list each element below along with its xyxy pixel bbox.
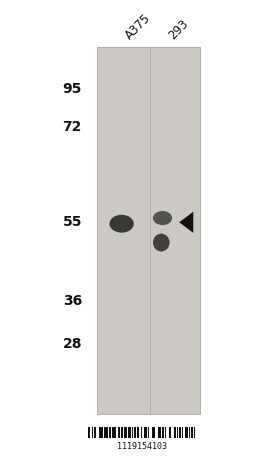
Bar [97, 47, 200, 414]
Bar [191, 427, 193, 438]
Text: 72: 72 [62, 120, 82, 134]
Bar [189, 427, 190, 438]
Bar [182, 427, 183, 438]
Ellipse shape [153, 211, 172, 225]
Bar [144, 427, 147, 438]
Bar [94, 427, 96, 438]
Bar [177, 427, 178, 438]
Bar [132, 427, 133, 438]
Bar [134, 427, 136, 438]
Bar [152, 427, 155, 438]
Bar [179, 427, 181, 438]
Bar [162, 427, 164, 438]
Bar [148, 427, 149, 438]
Bar [99, 427, 103, 438]
Text: 95: 95 [62, 82, 82, 97]
Bar [174, 427, 176, 438]
Bar [121, 427, 123, 438]
Bar [109, 427, 111, 438]
Text: 1119154103: 1119154103 [117, 442, 167, 451]
Bar [165, 427, 166, 438]
Bar [118, 427, 120, 438]
Polygon shape [179, 212, 193, 233]
Bar [128, 427, 131, 438]
Bar [169, 427, 171, 438]
Bar [88, 427, 90, 438]
Bar [185, 427, 188, 438]
Text: 36: 36 [63, 294, 82, 309]
Bar [124, 427, 127, 438]
Text: 55: 55 [62, 215, 82, 229]
Bar [141, 427, 142, 438]
Ellipse shape [153, 234, 169, 252]
Bar [112, 427, 116, 438]
Bar [158, 427, 161, 438]
Text: 293: 293 [166, 17, 191, 42]
Ellipse shape [110, 215, 134, 233]
Bar [194, 427, 195, 438]
Text: 28: 28 [62, 337, 82, 351]
Bar [137, 427, 139, 438]
Bar [104, 427, 108, 438]
Text: A375: A375 [123, 12, 153, 42]
Bar [92, 427, 93, 438]
